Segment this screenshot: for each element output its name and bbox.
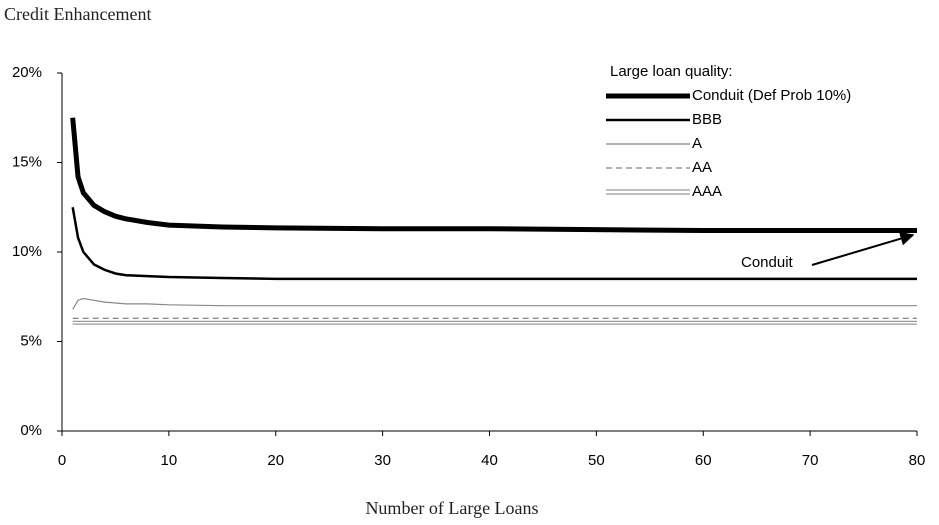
legend-label: Conduit (Def Prob 10%) (692, 87, 851, 104)
legend-label: AA (692, 159, 712, 176)
x-tick-label: 30 (374, 452, 391, 469)
x-tick-label: 60 (695, 452, 712, 469)
x-tick-label: 0 (58, 452, 66, 469)
annotation: Conduit (741, 254, 794, 271)
legend-label: AAA (692, 183, 722, 200)
series-line (70, 117, 917, 234)
x-tick-label: 80 (909, 452, 926, 469)
legend-label: BBB (692, 111, 722, 128)
x-tick-label: 20 (267, 452, 284, 469)
y-tick-label: 20% (12, 64, 42, 81)
y-tick-label: 15% (12, 153, 42, 170)
annotation-arrow (811, 231, 915, 266)
x-tick-label: 40 (481, 452, 498, 469)
x-tick-label: 70 (802, 452, 819, 469)
x-tick-label: 50 (588, 452, 605, 469)
y-tick-label: 0% (20, 422, 42, 439)
series-line (72, 297, 917, 310)
legend-title: Large loan quality: (610, 63, 733, 80)
x-tick-label: 10 (161, 452, 178, 469)
x-axis-label: Number of Large Loans (365, 498, 538, 518)
legend-label: A (692, 135, 702, 152)
y-tick-label: 5% (20, 332, 42, 349)
chart-title: Credit Enhancement (4, 4, 151, 24)
y-tick-label: 10% (12, 243, 42, 260)
series-line (71, 207, 917, 281)
